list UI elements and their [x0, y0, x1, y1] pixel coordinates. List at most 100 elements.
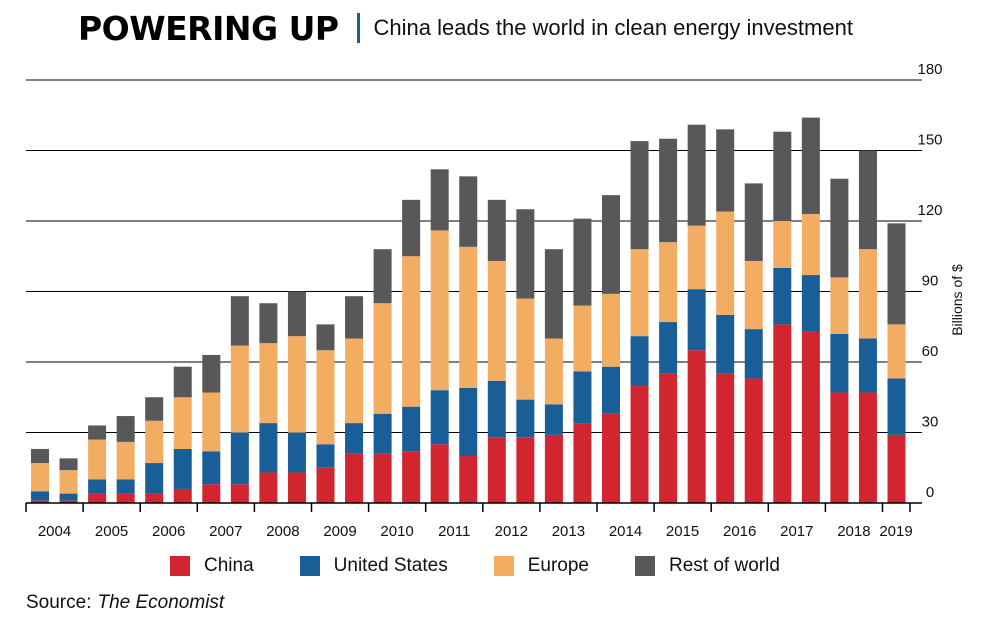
bar-segment-europe	[145, 420, 164, 464]
bar-segment-united-states	[630, 336, 649, 386]
bar-segment-rest-of-world	[487, 199, 506, 261]
bar-stack	[659, 138, 678, 503]
bar-segment-united-states	[430, 390, 449, 445]
x-axis: 2004 2005 2006 2007 2008 2009 2010 2011 2012 2013…	[25, 502, 922, 540]
title-separator	[356, 13, 360, 43]
bar-stack	[202, 354, 221, 503]
bar-segment-china	[173, 488, 192, 503]
bar-segment-europe	[573, 305, 592, 372]
bar-segment-united-states	[59, 493, 78, 501]
bar-stack	[801, 117, 820, 503]
bar-segment-united-states	[744, 329, 763, 379]
bar-segment-europe	[487, 260, 506, 381]
bar-segment-rest-of-world	[373, 249, 392, 304]
x-tick-label: 2014	[609, 523, 642, 540]
bar-segment-china	[659, 373, 678, 503]
bar-segment-europe	[858, 249, 877, 339]
bar-segment-china	[373, 453, 392, 503]
bar-stack	[116, 416, 135, 503]
bar-segment-united-states	[516, 399, 535, 438]
x-tick-label: 2018	[837, 523, 870, 540]
legend-swatch	[170, 556, 190, 576]
bar-segment-united-states	[801, 275, 820, 332]
bar-segment-europe	[716, 211, 735, 315]
bar-segment-china	[687, 350, 706, 503]
bar-segment-china	[430, 444, 449, 503]
bar-segment-rest-of-world	[345, 296, 364, 339]
bar-stack	[173, 366, 192, 503]
bar-stack	[373, 249, 392, 503]
bar-stack	[402, 199, 421, 503]
bar-segment-europe	[430, 230, 449, 391]
bar-segment-europe	[116, 441, 135, 480]
bar-segment-rest-of-world	[31, 448, 49, 464]
bar-segment-rest-of-world	[59, 458, 78, 471]
bar-stack	[858, 150, 877, 503]
bar-stack	[544, 249, 563, 503]
source-label: Source:	[26, 592, 92, 613]
bar-segment-rest-of-world	[430, 169, 449, 231]
bar-segment-rest-of-world	[402, 199, 421, 257]
bar-segment-united-states	[858, 338, 877, 393]
bar-segment-united-states	[573, 371, 592, 424]
x-tick-label: 2009	[323, 523, 356, 540]
bar-segment-united-states	[830, 333, 849, 393]
x-tick-label: 2005	[95, 523, 128, 540]
legend-swatch	[493, 556, 514, 576]
y-tick-label: 120	[917, 202, 942, 219]
bar-segment-united-states	[173, 448, 192, 489]
bar-segment-rest-of-world	[659, 138, 678, 243]
legend-label: United States	[333, 555, 448, 576]
bar-segment-rest-of-world	[573, 218, 592, 306]
bar-segment-europe	[88, 439, 107, 480]
bar-stack	[230, 296, 249, 503]
bar-stack	[516, 209, 535, 503]
bar-stack	[716, 129, 735, 503]
x-tick-label: 2013	[552, 523, 585, 540]
legend-label: Rest of world	[669, 555, 780, 576]
bar-segment-united-states	[487, 380, 506, 438]
bar-segment-china	[259, 472, 278, 503]
bar-stack	[573, 218, 592, 503]
legend-label: Europe	[527, 555, 590, 576]
bar-stack	[630, 141, 649, 503]
bar-stack	[287, 291, 306, 503]
x-tick-label: 2016	[723, 523, 756, 540]
bar-segment-china	[573, 423, 592, 503]
bar-segment-rest-of-world	[88, 425, 107, 440]
bar-segment-china	[544, 434, 563, 503]
bar-segment-rest-of-world	[202, 354, 221, 393]
legend-item-united-states: United States	[299, 555, 448, 577]
bar-segment-rest-of-world	[801, 117, 820, 214]
bar-segment-china	[31, 500, 49, 503]
bar-segment-rest-of-world	[687, 124, 706, 226]
bar-segment-europe	[202, 392, 221, 452]
bar-segment-united-states	[31, 491, 49, 501]
legend-item-china: China	[170, 555, 254, 577]
bar-segment-rest-of-world	[316, 324, 335, 351]
bar-segment-europe	[287, 336, 306, 433]
x-tick-label: 2008	[266, 523, 299, 540]
bar-segment-china	[602, 413, 620, 503]
bar-stack	[744, 183, 763, 503]
x-tick-label: 2010	[380, 523, 413, 540]
bar-segment-united-states	[202, 451, 221, 485]
bar-segment-europe	[259, 343, 278, 424]
bar-segment-united-states	[687, 289, 706, 351]
bar-segment-rest-of-world	[145, 397, 164, 421]
bar-stack	[687, 124, 706, 503]
source-note: Source: The Economist	[26, 592, 224, 614]
bar-segment-rest-of-world	[116, 416, 135, 442]
bar-segment-china	[630, 385, 649, 503]
bar-stack	[602, 195, 620, 503]
bar-stack	[88, 425, 107, 503]
y-tick-label: 30	[922, 414, 939, 431]
bar-segment-europe	[773, 221, 792, 268]
legend-swatch	[635, 556, 656, 576]
bar-segment-rest-of-world	[744, 183, 763, 261]
bar-segment-china	[487, 437, 506, 503]
bar-segment-china	[516, 437, 535, 503]
bar-segment-china	[202, 484, 221, 503]
x-tick-label: 2004	[38, 523, 71, 540]
bar-segment-europe	[31, 463, 49, 492]
